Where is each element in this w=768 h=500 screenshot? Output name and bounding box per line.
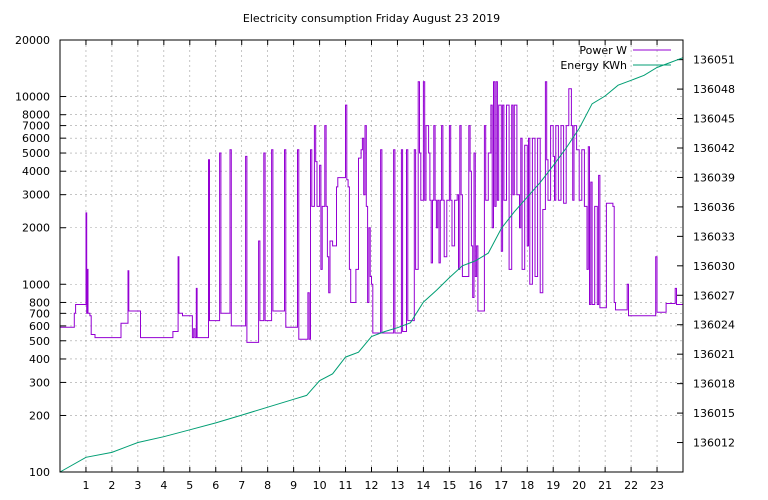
- y-left-tick-label: 700: [29, 307, 50, 320]
- x-tick-label: 2: [108, 479, 115, 492]
- x-tick-label: 17: [494, 479, 508, 492]
- x-tick-label: 8: [264, 479, 271, 492]
- y-left-tick-label: 20000: [15, 34, 50, 47]
- plot-frame: [59, 39, 684, 473]
- y-right-tick-label: 136045: [693, 113, 735, 126]
- y-left-tick-label: 4000: [22, 165, 50, 178]
- y-left-tick-label: 100: [29, 466, 50, 479]
- y-right-tick-label: 136027: [693, 289, 735, 302]
- y-right-tick-label: 136030: [693, 260, 735, 273]
- legend-label: Energy KWh: [560, 59, 627, 72]
- y-left-tick-label: 7000: [22, 120, 50, 133]
- y-left-tick-label: 400: [29, 353, 50, 366]
- x-tick-label: 12: [365, 479, 379, 492]
- y-left-tick-label: 10000: [15, 91, 50, 104]
- y-left-tick-label: 500: [29, 335, 50, 348]
- chart-title: Electricity consumption Friday August 23…: [243, 12, 500, 25]
- y-left-tick-label: 600: [29, 320, 50, 333]
- y-right-tick-label: 136021: [693, 348, 735, 361]
- x-tick-label: 20: [572, 479, 586, 492]
- y-left-tick-label: 200: [29, 409, 50, 422]
- x-tick-label: 5: [186, 479, 193, 492]
- y-right-tick-label: 136012: [693, 437, 735, 450]
- y-right-tick-label: 136024: [693, 319, 735, 332]
- x-tick-label: 3: [134, 479, 141, 492]
- y-right-tick-label: 136036: [693, 201, 735, 214]
- y-right-tick-label: 136018: [693, 378, 735, 391]
- y-right-tick-label: 136015: [693, 407, 735, 420]
- x-tick-label: 7: [238, 479, 245, 492]
- x-tick-label: 22: [624, 479, 638, 492]
- x-tick-label: 19: [546, 479, 560, 492]
- series-line-power: [60, 81, 684, 343]
- y-right-tick-label: 136048: [693, 83, 735, 96]
- y-right-tick-label: 136042: [693, 142, 735, 155]
- x-tick-label: 15: [442, 479, 456, 492]
- y-right-tick-label: 136033: [693, 230, 735, 243]
- x-tick-label: 6: [212, 479, 219, 492]
- x-tick-label: 4: [160, 479, 167, 492]
- y-right-tick-label: 136039: [693, 171, 735, 184]
- x-tick-label: 21: [598, 479, 612, 492]
- x-tick-label: 23: [650, 479, 664, 492]
- x-tick-label: 1: [82, 479, 89, 492]
- series-lines: [59, 57, 684, 473]
- y-left-tick-label: 5000: [22, 147, 50, 160]
- x-tick-label: 18: [520, 479, 534, 492]
- y-left-tick-label: 6000: [22, 132, 50, 145]
- y-left-tick-label: 800: [29, 296, 50, 309]
- y-left-tick-label: 3000: [22, 189, 50, 202]
- legend: Power W Energy KWh: [560, 44, 671, 72]
- legend-label: Power W: [579, 44, 627, 57]
- y-left-tick-label: 8000: [22, 109, 50, 122]
- x-tick-label: 16: [468, 479, 482, 492]
- y-left-tick-label: 300: [29, 376, 50, 389]
- axis-ticks: 1 2 3 4 5 6 7 8 9 10 11 12 13 14 15 16 17 18 19 20 21 22 23100…: [15, 34, 735, 492]
- x-tick-label: 14: [416, 479, 430, 492]
- x-tick-label: 10: [313, 479, 327, 492]
- grid: [60, 40, 683, 472]
- x-tick-label: 13: [390, 479, 404, 492]
- x-tick-label: 9: [290, 479, 297, 492]
- y-left-tick-label: 1000: [22, 278, 50, 291]
- y-right-tick-label: 136051: [693, 54, 735, 67]
- y-left-tick-label: 2000: [22, 222, 50, 235]
- series-line-energy: [59, 57, 684, 473]
- x-tick-label: 11: [339, 479, 353, 492]
